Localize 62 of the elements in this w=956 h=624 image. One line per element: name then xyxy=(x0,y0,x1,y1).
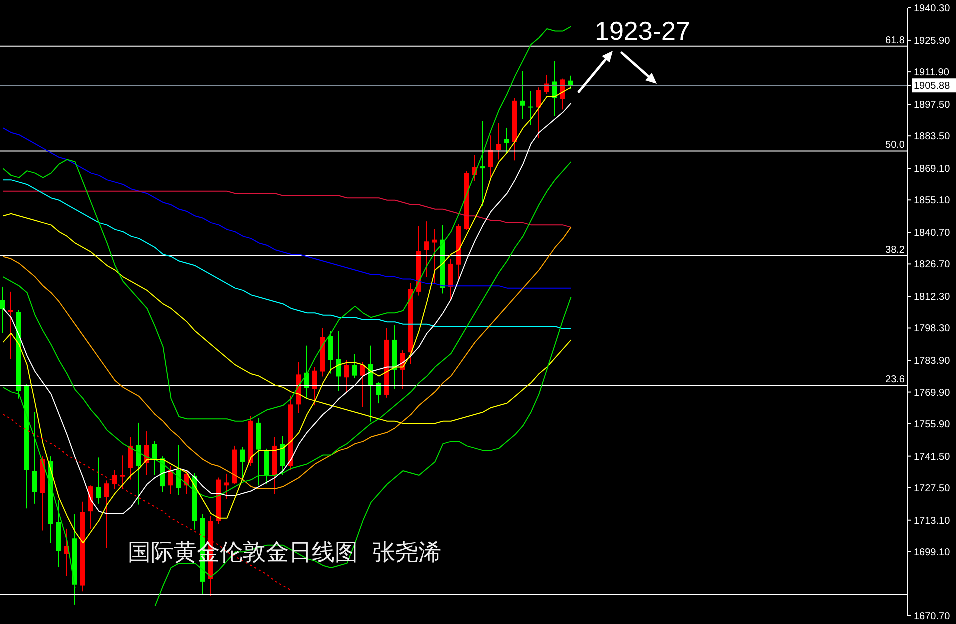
candlestick xyxy=(360,362,366,408)
line-series xyxy=(2,190,572,228)
candlestick xyxy=(336,330,342,392)
candlestick xyxy=(32,412,38,504)
candlestick xyxy=(480,120,486,207)
y-tick-label: 1911.90 xyxy=(914,68,950,79)
candlestick xyxy=(224,473,230,500)
y-tick-label: 1925.90 xyxy=(914,36,951,47)
candlestick xyxy=(8,291,14,360)
candlestick xyxy=(528,90,534,126)
candlestick xyxy=(96,457,102,504)
candlestick xyxy=(0,286,6,334)
annotation: 38.2 xyxy=(886,244,906,256)
candlestick xyxy=(128,436,134,480)
y-tick-label: 1798.30 xyxy=(914,324,951,335)
candlestick xyxy=(312,366,318,406)
text: 1923-27 xyxy=(595,16,690,46)
line-series xyxy=(2,26,572,422)
y-tick-label: 1869.10 xyxy=(914,164,951,176)
y-tick-label: 1699.10 xyxy=(914,547,951,558)
annotation: 50.0 xyxy=(886,140,906,152)
candlestick xyxy=(104,480,110,549)
candlestick xyxy=(112,470,118,490)
y-tick-label: 1840.70 xyxy=(914,228,951,240)
candlestick xyxy=(520,70,526,120)
y-tick-label: 1826.70 xyxy=(914,260,951,271)
line-series xyxy=(2,226,572,490)
candlestick xyxy=(496,122,502,160)
candlestick xyxy=(504,127,510,154)
y-tick-label: 1783.90 xyxy=(914,356,951,368)
candlestick xyxy=(280,436,286,476)
y-tick-label: 1897.50 xyxy=(914,100,951,112)
candlestick xyxy=(152,440,158,476)
annotation: 23.6 xyxy=(886,374,906,386)
candlestick xyxy=(536,87,542,140)
y-tick-label: 1769.90 xyxy=(914,388,951,399)
y-tick-label: 1727.50 xyxy=(914,483,951,494)
candlestick xyxy=(344,360,350,394)
candlestick xyxy=(448,258,454,302)
y-tick-label: 1905.88 xyxy=(914,81,951,92)
candlestick xyxy=(136,422,142,506)
candlestick xyxy=(488,135,494,178)
candlestick xyxy=(376,382,382,404)
line-series xyxy=(2,128,572,289)
candlestick xyxy=(176,444,182,496)
candlestick xyxy=(120,455,126,490)
line-series xyxy=(2,180,572,330)
candlestick xyxy=(240,446,246,482)
line-series xyxy=(2,414,292,592)
y-tick-label: 1940.30 xyxy=(914,4,951,14)
y-tick-label: 1883.50 xyxy=(914,132,951,143)
y-tick-label: 1855.10 xyxy=(914,196,951,207)
y-tick-label: 1755.90 xyxy=(914,419,951,430)
candlestick xyxy=(424,221,430,278)
annotation: 61.8 xyxy=(886,35,906,46)
y-tick-label: 1812.30 xyxy=(914,292,951,304)
candlestick xyxy=(352,354,358,380)
candlestick xyxy=(432,228,438,284)
y-tick-label: 1741.50 xyxy=(914,452,951,463)
y-tick-label: 1670.70 xyxy=(914,612,951,622)
line-series xyxy=(2,162,572,499)
y-tick-label: 1713.10 xyxy=(914,516,951,527)
